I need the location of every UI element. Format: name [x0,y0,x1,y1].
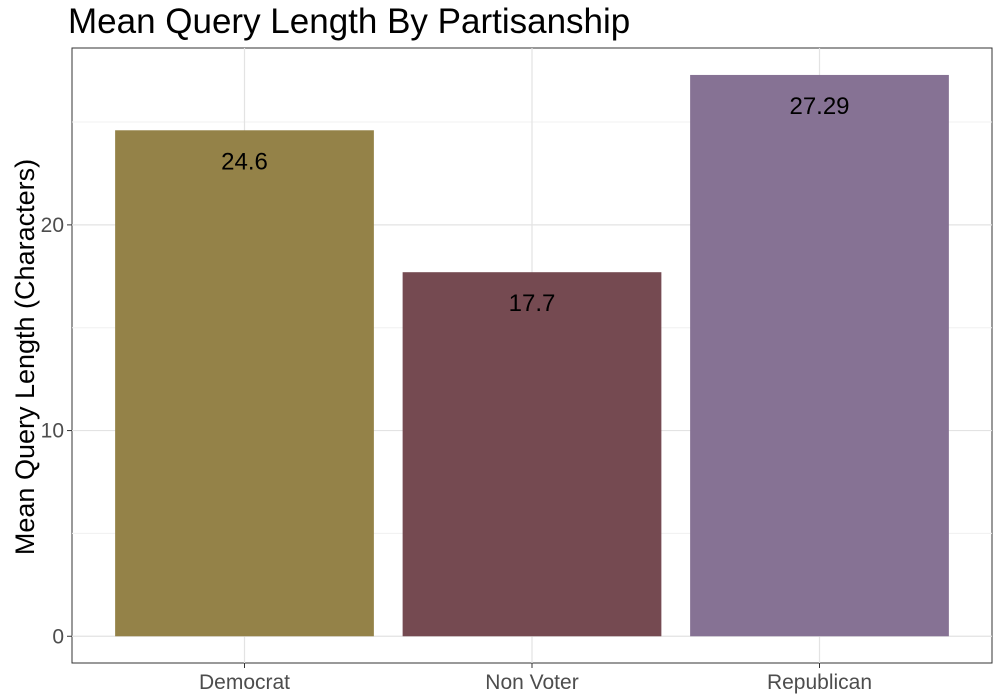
x-tick-label: Non Voter [485,671,578,694]
y-axis: 0 10 20 [41,214,72,648]
data-label: 24.6 [221,148,268,175]
data-label: 27.29 [789,93,849,120]
x-axis: Democrat Non Voter Republican [199,663,872,694]
bar-non-voter [402,272,662,637]
x-tick-label: Republican [767,671,872,694]
bar-republican [690,74,949,637]
bar-democrat [115,130,374,637]
y-axis-title: Mean Query Length (Characters) [10,159,40,555]
x-tick-label: Democrat [199,671,290,694]
data-labels: 24.6 17.7 27.29 [221,93,849,317]
y-tick-label: 10 [41,420,64,443]
chart-title: Mean Query Length By Partisanship [68,2,631,41]
data-label: 17.7 [509,290,556,317]
bars [115,74,949,637]
y-tick-label: 20 [41,214,64,237]
y-tick-label: 0 [52,625,64,648]
